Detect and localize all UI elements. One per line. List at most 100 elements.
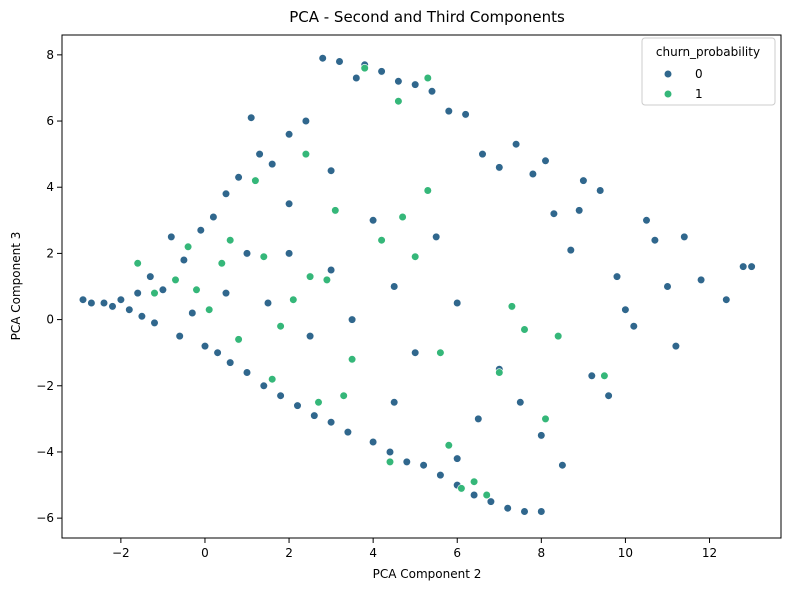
point-series-0-29: [293, 401, 302, 410]
point-series-0-58: [537, 507, 546, 516]
point-series-0-87: [453, 298, 462, 308]
point-series-0-12: [175, 332, 184, 341]
point-series-1-9: [251, 176, 260, 185]
point-series-1-5: [205, 305, 214, 314]
point-series-1-21: [377, 236, 386, 245]
point-series-1-13: [289, 295, 298, 304]
point-series-0-30: [301, 116, 311, 126]
point-series-0-31: [310, 411, 319, 420]
point-series-0-78: [739, 262, 748, 271]
point-series-1-14: [301, 150, 311, 159]
point-series-0-46: [436, 471, 445, 480]
point-series-0-0: [78, 295, 88, 304]
point-series-0-18: [213, 348, 222, 357]
chart-title: PCA - Second and Third Components: [289, 8, 565, 26]
point-series-0-57: [528, 169, 538, 179]
point-series-0-10: [158, 285, 167, 294]
legend-label-0: 0: [695, 67, 703, 81]
point-series-0-76: [696, 275, 706, 285]
point-series-0-83: [306, 332, 315, 341]
point-series-0-16: [200, 342, 210, 351]
point-series-0-27: [276, 391, 285, 400]
point-series-0-41: [394, 77, 403, 86]
point-series-0-53: [495, 163, 504, 172]
point-series-1-1: [150, 289, 159, 298]
point-series-1-6: [217, 259, 226, 268]
legend: churn_probability 0 1: [641, 37, 776, 106]
point-series-1-29: [470, 477, 479, 486]
x-tick-label-3: 4: [369, 546, 377, 560]
point-series-0-95: [390, 398, 399, 407]
point-series-1-2: [171, 275, 180, 285]
point-series-1-4: [192, 285, 201, 294]
point-series-1-33: [520, 325, 529, 334]
point-series-0-2: [99, 298, 109, 308]
point-series-0-28: [285, 130, 294, 139]
point-series-0-22: [242, 368, 252, 377]
point-series-0-54: [503, 504, 512, 513]
point-series-1-20: [360, 63, 369, 73]
point-series-0-11: [167, 232, 176, 241]
point-series-0-62: [566, 246, 575, 255]
point-series-0-40: [385, 447, 395, 457]
x-tick-label-1: 0: [201, 546, 209, 560]
point-series-0-21: [234, 173, 243, 182]
point-series-1-3: [184, 242, 193, 251]
point-series-0-42: [402, 457, 411, 467]
point-series-0-49: [461, 110, 470, 119]
point-series-0-84: [348, 315, 357, 324]
point-series-0-97: [516, 398, 525, 407]
point-series-0-33: [327, 418, 336, 427]
point-series-0-80: [285, 249, 294, 258]
legend-marker-1: [663, 89, 673, 99]
y-tick-label-4: 2: [46, 246, 54, 260]
point-series-1-36: [600, 371, 609, 380]
y-axis: −6 −4 −2 0 2 4 6 8: [36, 48, 62, 525]
point-series-1-25: [423, 73, 432, 83]
point-series-0-55: [511, 140, 521, 149]
point-series-1-24: [411, 252, 420, 261]
point-series-1-27: [444, 441, 453, 450]
point-series-0-91: [327, 166, 336, 175]
x-tick-label-5: 8: [538, 546, 546, 560]
point-series-0-25: [259, 381, 268, 390]
x-tick-label-6: 10: [618, 546, 633, 560]
point-series-0-81: [327, 265, 336, 275]
plot-frame: [61, 34, 782, 539]
x-tick-label-0: −2: [112, 546, 130, 560]
point-series-1-10: [259, 252, 268, 261]
x-tick-label-4: 6: [453, 546, 461, 560]
point-series-1-26: [436, 348, 445, 357]
point-series-0-6: [133, 289, 142, 298]
point-series-0-70: [629, 322, 638, 331]
point-series-0-86: [411, 348, 420, 357]
point-series-0-20: [226, 358, 235, 367]
point-series-1-22: [385, 457, 395, 467]
point-series-0-24: [255, 150, 264, 159]
point-series-0-7: [137, 312, 146, 321]
point-series-1-19: [348, 355, 357, 364]
legend-title: churn_probability: [656, 45, 760, 59]
point-series-1-11: [268, 375, 277, 384]
point-series-0-19: [221, 189, 231, 198]
point-series-1-32: [507, 302, 517, 311]
point-series-0-89: [432, 232, 441, 241]
legend-label-1: 1: [695, 87, 703, 101]
x-axis-label: PCA Component 2: [373, 567, 482, 581]
point-series-1-17: [322, 275, 332, 285]
point-series-0-77: [722, 295, 731, 304]
y-tick-label-3: 0: [46, 313, 54, 327]
point-series-0-68: [612, 272, 622, 281]
point-series-0-13: [179, 255, 188, 265]
point-series-0-35: [343, 428, 353, 437]
point-series-0-26: [268, 160, 277, 169]
point-series-0-47: [444, 106, 453, 116]
point-series-0-69: [621, 305, 630, 314]
y-tick-label-2: −2: [36, 379, 54, 393]
point-series-0-1: [87, 298, 96, 308]
y-tick-label-6: 6: [46, 114, 54, 128]
point-series-0-74: [671, 342, 681, 351]
point-series-1-30: [482, 490, 491, 500]
point-series-1-16: [314, 398, 323, 407]
point-series-0-39: [377, 67, 386, 76]
